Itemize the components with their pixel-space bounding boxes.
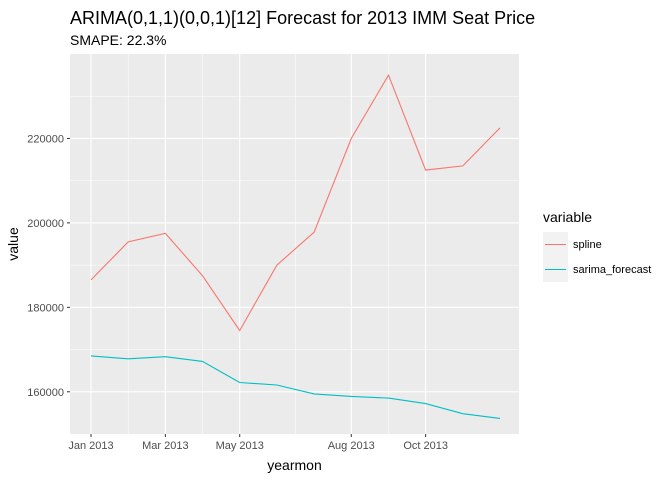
legend-label: sarima_forecast <box>573 264 651 276</box>
major-gridlines <box>70 54 519 434</box>
x-tick-label: Jan 2013 <box>68 440 113 452</box>
x-axis: Jan 2013 Mar 2013 May 2013 Aug 2013 Oct 2013 <box>68 434 448 452</box>
y-tick-label: 220000 <box>27 133 64 145</box>
y-axis-title: value <box>5 227 21 261</box>
legend: variable spline sarima_forecast <box>543 209 651 282</box>
x-tick-label: Aug 2013 <box>328 440 375 452</box>
y-tick-label: 200000 <box>27 218 64 230</box>
series-line-sarima-forecast <box>90 355 501 419</box>
legend-label: spline <box>573 239 602 251</box>
x-axis-title: yearmon <box>267 457 321 473</box>
x-tick-label: Mar 2013 <box>142 440 188 452</box>
chart-subtitle: SMAPE: 22.3% <box>70 32 167 48</box>
y-tick-label: 180000 <box>27 302 64 314</box>
minor-gridlines <box>70 54 519 434</box>
y-axis: 160000 180000 200000 220000 <box>27 133 70 399</box>
series-lines <box>90 73 501 419</box>
legend-title: variable <box>543 209 592 225</box>
x-tick-label: May 2013 <box>216 440 264 452</box>
plot-panel <box>70 54 519 434</box>
y-tick-label: 160000 <box>27 387 64 399</box>
x-tick-label: Oct 2013 <box>403 440 448 452</box>
series-line-spline <box>90 73 501 332</box>
chart-title: ARIMA(0,1,1)(0,0,1)[12] Forecast for 201… <box>70 8 535 28</box>
